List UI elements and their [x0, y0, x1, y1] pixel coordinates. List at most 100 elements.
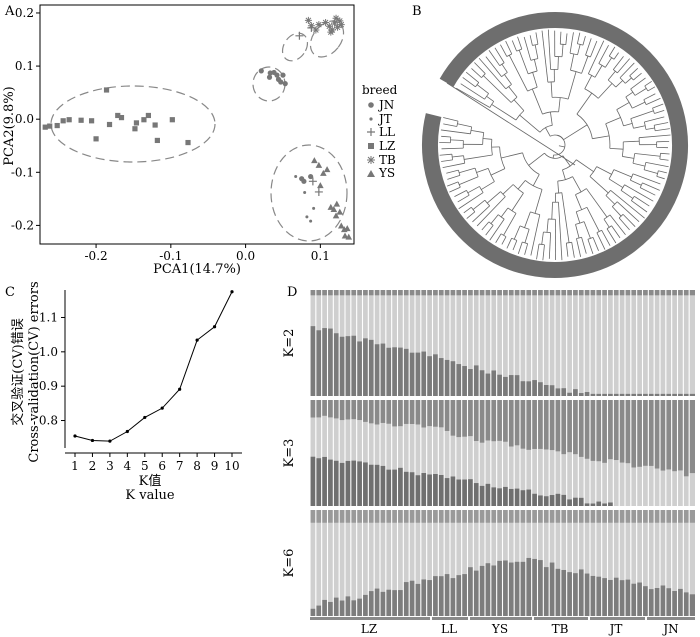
- tree-branch: [645, 97, 661, 105]
- structure-bar-k2: [572, 389, 579, 396]
- structure-bar-k3: [426, 474, 433, 506]
- structure-bar-k6: [677, 510, 684, 523]
- cv-x-ticks: 1 2 3 4 5 6 7 8 9 10: [71, 459, 239, 473]
- structure-bar-k2: [485, 290, 491, 296]
- structure-bar-k2: [356, 290, 363, 296]
- structure-bar-k2: [665, 393, 672, 396]
- structure-bar-k6: [490, 510, 497, 523]
- tree-branch: [652, 103, 664, 109]
- structure-bar-k2: [590, 393, 596, 396]
- structure-bar-k2: [339, 290, 345, 296]
- structure-bar-k6: [689, 510, 695, 523]
- tree-branch: [611, 225, 621, 239]
- tree-branch: [625, 77, 632, 84]
- tree-branch: [620, 190, 634, 199]
- structure-bar-k3: [339, 462, 345, 506]
- structure-bar-k2: [450, 290, 456, 296]
- structure-bar-k6: [619, 580, 625, 616]
- tree-branch: [467, 186, 480, 194]
- cv-x-label-cn: K值: [139, 473, 162, 489]
- cv-y-tick: 1.1: [39, 310, 58, 324]
- structure-bar-k2: [345, 336, 351, 396]
- structure-bar-k2: [356, 341, 363, 396]
- structure-bar-k6: [432, 510, 439, 523]
- tree-branch: [545, 127, 551, 137]
- structure-bar-k2: [677, 393, 684, 396]
- structure-bar-k3: [572, 497, 579, 506]
- tree-arc: [491, 139, 493, 156]
- structure-bar-k3: [590, 400, 596, 461]
- tree-branch: [644, 116, 665, 123]
- tree-branch: [607, 70, 616, 81]
- pca-point-tb: [304, 16, 312, 24]
- structure-bar-k3: [432, 474, 439, 506]
- structure-bar-k3: [467, 479, 474, 506]
- structure-bar-k6: [315, 605, 322, 616]
- structure-bar-k6: [473, 570, 480, 616]
- structure-bar-k6: [444, 574, 450, 616]
- structure-group-bracket: [432, 617, 468, 620]
- structure-bar-k6: [455, 510, 462, 523]
- structure-bar-k2: [315, 330, 322, 396]
- structure-bar-k3: [490, 400, 497, 442]
- structure-bar-k6: [560, 510, 567, 523]
- structure-bar-k6: [665, 510, 672, 523]
- structure-bar-k2: [537, 290, 544, 296]
- tree-arc: [596, 229, 602, 234]
- structure-bar-k3: [362, 400, 369, 422]
- structure-bar-k2: [560, 388, 567, 396]
- structure-bar-k6: [502, 510, 509, 523]
- cv-y-ticks: 0.8 0.9 1.0 1.1: [39, 310, 58, 427]
- pca-point-lz: [103, 87, 110, 93]
- structure-bar-k2: [432, 354, 439, 396]
- structure-bar-k3: [461, 400, 468, 437]
- structure-bar-k3: [566, 400, 573, 453]
- structure-bar-k6: [444, 510, 450, 523]
- structure-bar-k3: [310, 456, 316, 506]
- tree-branch: [563, 124, 588, 141]
- tree-arc: [621, 141, 624, 157]
- cv-point: [108, 439, 112, 443]
- pca-points: [42, 14, 353, 240]
- structure-bar-k6: [490, 565, 497, 616]
- tree-arc: [575, 188, 587, 196]
- tree-branch: [632, 101, 646, 109]
- structure-bar-k2: [333, 333, 340, 396]
- tree-branch: [504, 74, 512, 85]
- structure-bar-k3: [543, 496, 550, 506]
- tree-arc: [585, 54, 591, 58]
- tree-branch: [567, 71, 577, 100]
- structure-bar-k3: [654, 400, 660, 469]
- tree-branch: [476, 84, 489, 94]
- structure-bar-k6: [391, 510, 398, 523]
- tree-arc: [528, 70, 538, 75]
- tree-arc: [566, 241, 572, 244]
- structure-bar-k2: [438, 358, 445, 396]
- tree-branch: [466, 211, 476, 219]
- tree-branch: [596, 166, 612, 175]
- structure-bar-k2: [380, 343, 386, 396]
- tree-arc: [612, 201, 618, 207]
- structure-bar-k2: [508, 290, 515, 296]
- cv-x-tick: 7: [176, 459, 184, 473]
- structure-bar-k2: [444, 290, 450, 296]
- structure-bar-k6: [642, 586, 649, 616]
- tree-branch: [551, 202, 553, 220]
- tree-branch: [644, 80, 652, 87]
- structure-bar-k3: [356, 461, 363, 506]
- structure-bar-k6: [584, 510, 590, 523]
- tree-branch: [659, 158, 669, 161]
- structure-bar-k6: [636, 510, 643, 523]
- tree-branch: [613, 169, 632, 178]
- pca-point-ys: [317, 182, 324, 189]
- tree-branch: [447, 174, 461, 180]
- structure-bar-k3: [397, 467, 404, 506]
- tree-arc: [659, 153, 661, 160]
- tree-branch: [581, 237, 587, 254]
- structure-bar-k3: [665, 400, 672, 470]
- structure-bar-k3: [374, 400, 380, 425]
- tree-branch: [610, 190, 645, 219]
- tree-branch: [470, 129, 484, 133]
- tree-label-ring: [422, 12, 688, 278]
- tree-branch: [450, 139, 464, 141]
